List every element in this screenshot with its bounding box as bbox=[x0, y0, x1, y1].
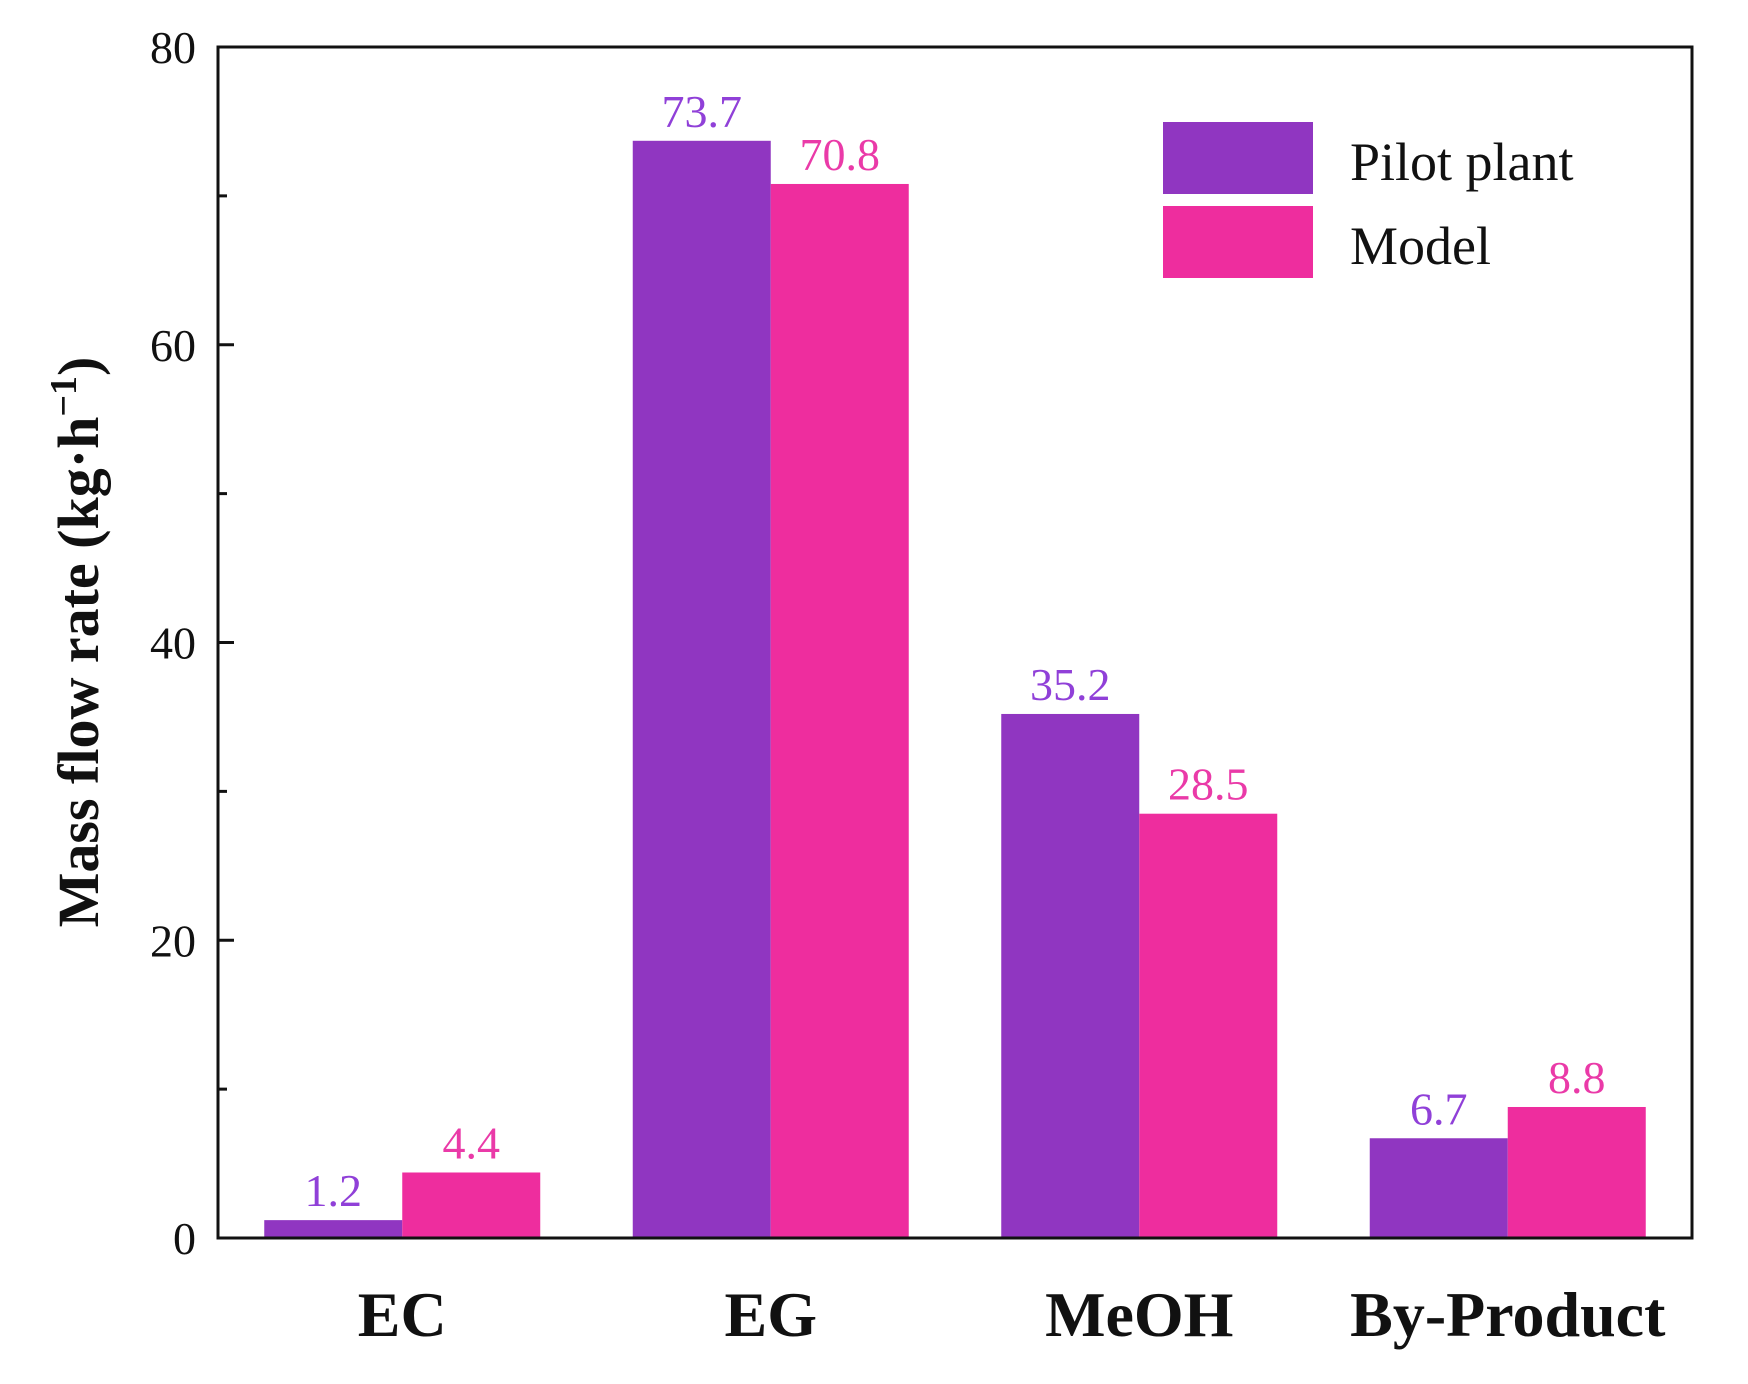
legend-label-pilot-plant: Pilot plant bbox=[1350, 132, 1574, 192]
legend-swatch-pilot-plant bbox=[1163, 122, 1313, 194]
y-tick-label-0: 0 bbox=[173, 1213, 196, 1264]
y-axis-label: Mass flow rate (kg·h−1) bbox=[43, 357, 111, 928]
y-tick-label-80: 80 bbox=[150, 22, 196, 73]
value-label-by-product-pilot-plant: 6.7 bbox=[1410, 1083, 1468, 1134]
value-label-ec-pilot-plant: 1.2 bbox=[305, 1165, 363, 1216]
y-axis-ticks: 0 20 40 60 80 bbox=[150, 22, 234, 1264]
value-label-eg-model: 70.8 bbox=[800, 129, 881, 180]
plot-frame bbox=[216, 45, 1694, 1240]
bar-meoh-pilot-plant bbox=[1001, 713, 1140, 1238]
category-label-by-product: By-Product bbox=[1350, 1279, 1666, 1350]
y-tick-label-40: 40 bbox=[150, 618, 196, 669]
bar-eg-pilot-plant bbox=[632, 140, 771, 1238]
value-label-ec-model: 4.4 bbox=[443, 1117, 501, 1168]
bar-by-product-pilot-plant bbox=[1369, 1138, 1508, 1238]
category-labels: EC EG MeOH By-Product bbox=[358, 1279, 1666, 1350]
bar-by-product-model bbox=[1507, 1106, 1646, 1238]
bar-meoh-model bbox=[1139, 813, 1278, 1238]
value-label-meoh-pilot-plant: 35.2 bbox=[1030, 659, 1111, 710]
bars bbox=[264, 140, 1646, 1239]
value-label-by-product-model: 8.8 bbox=[1548, 1052, 1606, 1103]
category-label-meoh: MeOH bbox=[1045, 1279, 1233, 1350]
legend-label-model: Model bbox=[1350, 216, 1491, 276]
value-labels: 1.2 4.4 73.7 70.8 35.2 28.5 6.7 8.8 bbox=[305, 86, 1606, 1216]
legend: Pilot plant Model bbox=[1163, 122, 1574, 278]
value-label-meoh-model: 28.5 bbox=[1168, 759, 1249, 810]
legend-swatch-model bbox=[1163, 206, 1313, 278]
bar-ec-model bbox=[402, 1172, 541, 1238]
category-label-eg: EG bbox=[725, 1279, 817, 1350]
bar-ec-pilot-plant bbox=[264, 1220, 403, 1238]
bar-eg-model bbox=[770, 183, 909, 1239]
category-label-ec: EC bbox=[358, 1279, 447, 1350]
y-tick-label-20: 20 bbox=[150, 915, 196, 966]
y-tick-label-60: 60 bbox=[150, 320, 196, 371]
value-label-eg-pilot-plant: 73.7 bbox=[662, 86, 743, 137]
